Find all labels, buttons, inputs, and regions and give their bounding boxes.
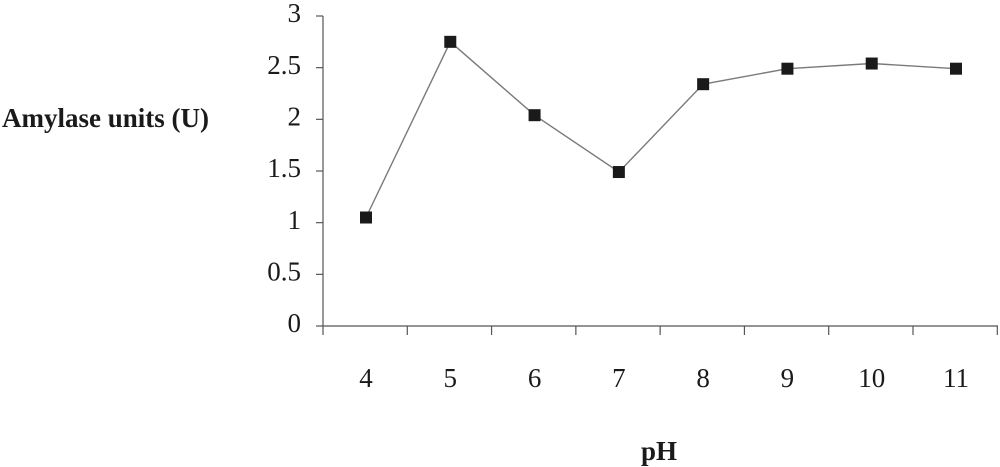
series <box>360 35 962 224</box>
data-point <box>444 35 457 48</box>
y-tick-label: 0.5 <box>267 257 301 287</box>
data-point <box>360 211 372 224</box>
y-tick-label: 2 <box>288 102 302 132</box>
x-tick-label: 5 <box>444 363 458 393</box>
data-point <box>950 62 962 75</box>
data-point <box>865 57 878 70</box>
y-axis: 0 0.5 1 1.5 2 2.5 3 <box>267 0 324 338</box>
x-tick-label: 7 <box>612 363 626 393</box>
data-point <box>697 78 710 91</box>
y-axis-title: Amylase units (U) <box>2 103 209 133</box>
series-line <box>365 40 957 218</box>
data-point <box>781 62 794 75</box>
x-tick-label: 11 <box>943 363 969 393</box>
y-tick-label: 1 <box>288 205 302 235</box>
y-tick-label: 0 <box>288 308 302 338</box>
x-tick-label: 6 <box>528 363 542 393</box>
y-tick-label: 3 <box>288 0 302 28</box>
x-axis-title: pH <box>641 436 677 466</box>
y-tick-label: 2.5 <box>267 50 301 80</box>
x-tick-label: 10 <box>858 363 885 393</box>
data-point <box>612 166 625 179</box>
x-tick-label: 9 <box>781 363 795 393</box>
x-tick-label: 4 <box>359 363 373 393</box>
x-tick-label: 8 <box>696 363 710 393</box>
x-axis: 4 5 6 7 8 9 10 11 <box>322 325 998 393</box>
data-point <box>528 109 541 122</box>
y-tick-label: 1.5 <box>267 153 301 183</box>
